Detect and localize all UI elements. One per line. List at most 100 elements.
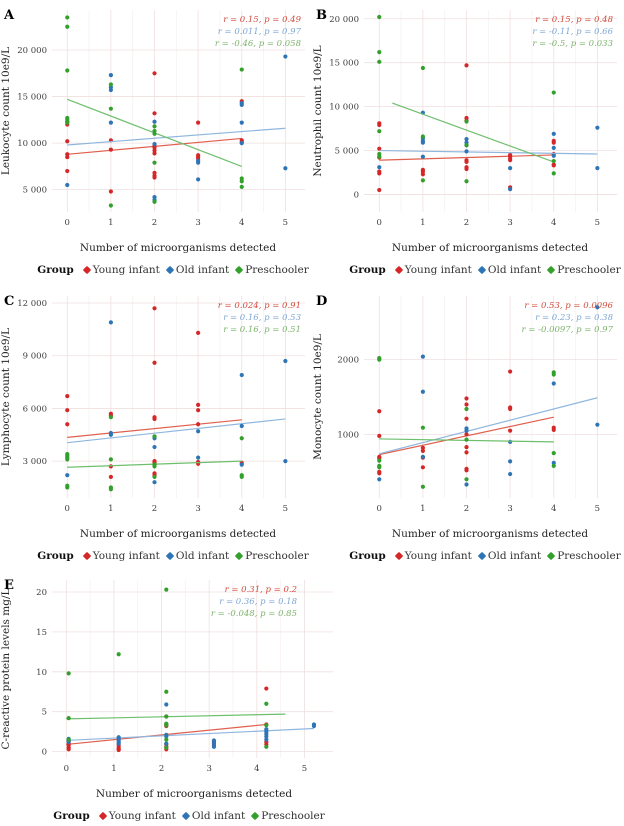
svg-text:1: 1: [108, 218, 113, 228]
svg-text:5: 5: [283, 218, 288, 228]
svg-text:r = 0.15, p = 0.49: r = 0.15, p = 0.49: [223, 15, 301, 25]
legend-item-old-infant: Old infant: [477, 550, 542, 562]
y-axis-label: Neutrophil count 10e9/L: [312, 45, 324, 176]
panel-b-legend: Group Young infant Old infant Preschoole…: [346, 264, 624, 276]
svg-text:0: 0: [65, 504, 70, 514]
row-bottom: 0 5 10 15 20 0 1 2 3 4 5 r = 0.31, p = 0.2 r = 0.36,…: [0, 570, 624, 822]
svg-text:0: 0: [65, 218, 70, 228]
panel-c-plot: 3 000 6 000 9 000 12 000 0 1 2 3 4 5 r = 0.024, p …: [0, 294, 305, 514]
svg-text:r = 0.23, p = 0.38: r = 0.23, p = 0.38: [535, 313, 613, 323]
legend-label-old-infant: Old infant: [191, 810, 246, 822]
svg-text:0: 0: [64, 764, 69, 774]
legend-item-old-infant: Old infant: [477, 264, 542, 276]
panel-letter: D: [316, 294, 327, 309]
panel-c-lymphocyte: 3 000 6 000 9 000 12 000 0 1 2 3 4 5 r = 0.024, p …: [0, 286, 312, 562]
y-axis-label: Leukocyte count 10e9/L: [0, 47, 12, 175]
axis-ticks: 3 000 6 000 9 000 12 000 0 1 2 3 4 5: [17, 299, 288, 514]
series-old-infant: [377, 110, 600, 192]
preschooler-marker-icon: [250, 811, 260, 821]
svg-text:2: 2: [464, 504, 469, 514]
row-top: 5 000 10 000 15 000 20 000 0 1 2 3 4 5 r = 0.15, p…: [0, 0, 624, 276]
svg-text:1: 1: [420, 218, 425, 228]
svg-text:r = 0.15, p = 0.48: r = 0.15, p = 0.48: [535, 15, 613, 25]
preschooler-marker-icon: [234, 265, 244, 275]
svg-text:4: 4: [239, 218, 244, 228]
legend-label-young-infant: Young infant: [108, 810, 176, 822]
panel-a-leukocyte: 5 000 10 000 15 000 20 000 0 1 2 3 4 5 r = 0.15, p…: [0, 0, 312, 276]
legend-item-preschooler: Preschooler: [546, 550, 621, 562]
y-axis-label: Monocyte count 10e9/L: [312, 334, 324, 460]
correlation-stats: r = 0.024, p = 0.91 r = 0.16, p = 0.53 r =…: [218, 301, 301, 335]
svg-text:15 000: 15 000: [329, 59, 359, 69]
legend-item-young-infant: Young infant: [82, 550, 160, 562]
svg-text:5 000: 5 000: [335, 147, 359, 157]
panel-e-plot: 0 5 10 15 20 0 1 2 3 4 5 r = 0.31, p = 0.2 r = 0.36,…: [0, 578, 333, 774]
axis-ticks: 0 5 10 15 20 0 1 2 3 4 5: [36, 588, 307, 774]
svg-text:4: 4: [239, 504, 244, 514]
grid-lines: [364, 10, 617, 212]
svg-text:0: 0: [377, 218, 382, 228]
old-infant-marker-icon: [477, 551, 487, 561]
series-old-infant: [65, 320, 288, 485]
old-infant-marker-icon: [181, 811, 191, 821]
panel-a-xlabel: Number of microorganisms detected: [79, 242, 277, 254]
old-infant-marker-icon: [477, 265, 487, 275]
legend-label-young-infant: Young infant: [92, 550, 160, 562]
svg-text:r = 0.16, p = 0.51: r = 0.16, p = 0.51: [223, 325, 301, 335]
correlation-stats: r = 0.31, p = 0.2 r = 0.36, p = 0.18 r = -…: [211, 585, 298, 619]
correlation-stats: r = 0.53, p = 0.0096 r = 0.23, p = 0.38 r …: [522, 301, 614, 335]
svg-text:r = -0.048, p = 0.85: r = -0.048, p = 0.85: [211, 609, 297, 619]
svg-text:12 000: 12 000: [17, 299, 47, 309]
svg-text:r = -0.11, p = 0.66: r = -0.11, p = 0.66: [532, 27, 613, 37]
preschooler-marker-icon: [546, 551, 556, 561]
grid-lines: [52, 10, 305, 212]
panel-letter: E: [4, 578, 14, 593]
legend-label-old-infant: Old infant: [175, 550, 230, 562]
svg-text:r = 0.36, p = 0.18: r = 0.36, p = 0.18: [219, 597, 297, 607]
svg-text:5 000: 5 000: [23, 186, 47, 196]
panel-d-xlabel: Number of microorganisms detected: [391, 528, 589, 540]
young-infant-marker-icon: [98, 811, 107, 821]
svg-text:3: 3: [195, 504, 200, 514]
axis-ticks: 1000 2000 0 1 2 3 4 5: [337, 356, 600, 514]
legend-label-old-infant: Old infant: [487, 550, 542, 562]
panel-b-xlabel: Number of microorganisms detected: [391, 242, 589, 254]
preschooler-marker-icon: [546, 265, 556, 275]
legend-label-preschooler: Preschooler: [557, 550, 621, 562]
series-old-infant: [66, 702, 317, 749]
svg-text:6 000: 6 000: [23, 404, 47, 414]
panel-letter: A: [3, 8, 15, 23]
svg-text:3: 3: [206, 764, 211, 774]
svg-text:4: 4: [254, 764, 259, 774]
svg-text:r = 0.024, p = 0.91: r = 0.024, p = 0.91: [218, 301, 301, 311]
young-infant-marker-icon: [394, 265, 403, 275]
young-infant-marker-icon: [82, 265, 91, 275]
legend-item-young-infant: Young infant: [394, 550, 472, 562]
panel-e-xlabel: Number of microorganisms detected: [95, 788, 293, 800]
y-axis-label: Lymphocyte count 10e9/L: [0, 328, 12, 466]
svg-text:r = 0.53, p = 0.0096: r = 0.53, p = 0.0096: [524, 301, 613, 311]
panel-a-plot: 5 000 10 000 15 000 20 000 0 1 2 3 4 5 r = 0.15, p…: [0, 8, 305, 228]
axis-ticks: 0 5 000 10 000 15 000 20 000 0 1 2 3 4 5: [329, 15, 600, 228]
legend-label-young-infant: Young infant: [404, 264, 472, 276]
svg-text:r = -0.5, p = 0.033: r = -0.5, p = 0.033: [532, 39, 613, 49]
legend-title: Group: [53, 810, 90, 822]
svg-text:10 000: 10 000: [17, 139, 47, 149]
panel-a-legend: Group Young infant Old infant Preschoole…: [34, 264, 312, 276]
legend-label-preschooler: Preschooler: [245, 264, 309, 276]
svg-text:4: 4: [551, 218, 556, 228]
y-axis-label: C-reactive protein levels mg/L: [0, 588, 12, 749]
svg-text:9 000: 9 000: [23, 352, 47, 362]
legend-label-preschooler: Preschooler: [261, 810, 325, 822]
correlation-stats: r = 0.15, p = 0.48 r = -0.11, p = 0.66 r =…: [532, 15, 613, 49]
legend-title: Group: [37, 264, 74, 276]
svg-text:r = 0.31, p = 0.2: r = 0.31, p = 0.2: [225, 585, 297, 595]
legend-item-young-infant: Young infant: [394, 264, 472, 276]
panel-letter: C: [4, 294, 14, 309]
svg-text:2: 2: [464, 218, 469, 228]
legend-item-old-infant: Old infant: [165, 550, 230, 562]
panel-c-xlabel: Number of microorganisms detected: [79, 528, 277, 540]
svg-text:2: 2: [152, 504, 157, 514]
legend-label-old-infant: Old infant: [487, 264, 542, 276]
